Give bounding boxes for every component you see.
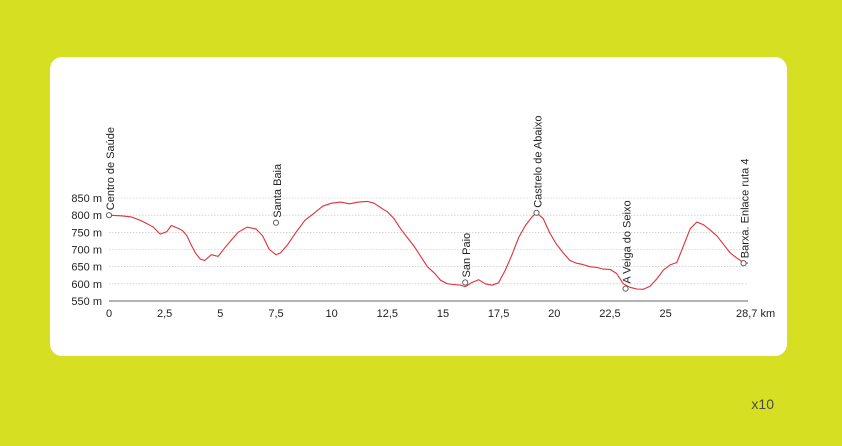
x-tick-label: 2,5 [157,308,172,320]
y-tick-label: 650 m [71,262,102,274]
waypoint-label: Barxa. Enlace ruta 4 [740,159,752,259]
waypoint-marker [272,219,280,226]
waypoint-marker [740,260,747,267]
waypoint-label: Santa Baia [272,163,284,218]
y-tick-label: 750 m [71,227,102,239]
y-tick-label: 600 m [71,279,102,291]
waypoint-marker [622,285,629,292]
y-tick-label: 700 m [71,245,102,257]
x-tick-label: 10 [326,308,338,320]
waypoint-markers: Centro de Saúde Santa Baia San Paio Castrel… [105,115,752,292]
y-tick-label: 850 m [71,193,102,205]
x-tick-label: 20 [548,308,560,320]
waypoint-label: Centro de Saúde [105,127,117,210]
y-tick-labels: 850 m 800 m 750 m 700 m 650 m 600 m 550 m [71,193,102,308]
elevation-profile-chart: 850 m 800 m 750 m 700 m 650 m 600 m 550 m 0 2,5… [71,115,775,320]
grid-lines [109,197,748,285]
x-tick-label: 22,5 [599,308,620,320]
x-tick-label: 15 [437,308,449,320]
x-tick-label: 17,5 [488,308,509,320]
waypoint-label: San Paio [461,233,473,278]
waypoint-marker [462,279,469,286]
x-tick-label: 5 [217,308,223,320]
waypoint-marker [105,212,113,219]
x-tick-label: 0 [106,308,112,320]
waypoint-marker [533,209,540,216]
waypoint-label: Castrelo de Abaixo [533,115,545,207]
waypoint-label: A Veiga do Seixo [622,200,634,283]
x-tick-label: 25 [659,308,671,320]
multiplier-label: x10 [751,396,774,412]
y-tick-label: 800 m [71,210,102,222]
y-tick-label: 550 m [71,296,102,308]
x-tick-labels: 0 2,5 5 7,5 10 12,5 15 17,5 20 22,5 25 28,7 km [106,308,775,320]
chart-card: 850 m 800 m 750 m 700 m 650 m 600 m 550 m 0 2,5… [50,57,787,356]
elevation-line [108,200,749,290]
x-tick-label: 28,7 km [736,308,775,320]
x-tick-label: 7,5 [268,308,283,320]
x-tick-label: 12,5 [377,308,398,320]
